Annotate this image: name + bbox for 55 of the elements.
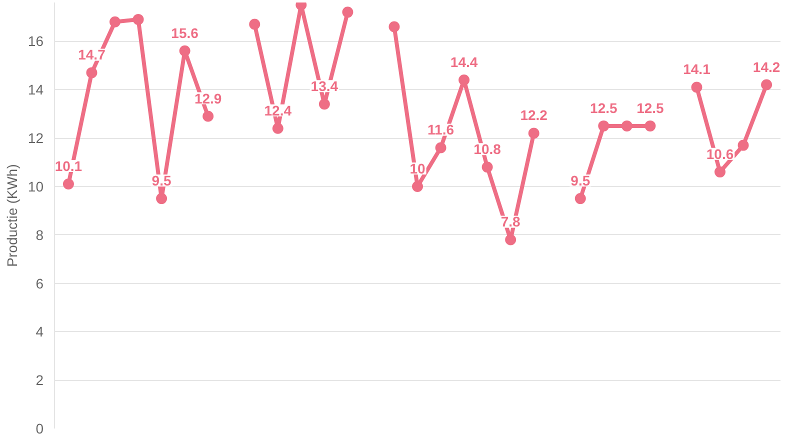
y-tick-label: 14 (28, 82, 44, 98)
point (482, 162, 493, 173)
point (62, 178, 74, 190)
point (505, 234, 516, 246)
point (110, 16, 120, 28)
y-tick-label: 4 (36, 324, 44, 340)
point (202, 110, 214, 122)
point (342, 6, 354, 18)
data-label: 10.1 (54, 158, 82, 174)
point (621, 120, 632, 132)
point (738, 140, 749, 151)
data-label: 12.2 (520, 107, 548, 124)
point (272, 122, 284, 134)
y-tick-label: 16 (28, 33, 44, 50)
data-label: 14.4 (450, 54, 478, 70)
point (574, 193, 586, 204)
data-label: 14.2 (752, 58, 780, 75)
data-label: 14.7 (78, 46, 106, 63)
point (388, 21, 400, 32)
point (458, 74, 470, 86)
y-tick-label: 10 (28, 178, 44, 194)
point (435, 142, 446, 154)
point (318, 98, 330, 110)
point (528, 128, 540, 139)
data-label: 11.6 (428, 122, 454, 138)
point (249, 18, 260, 30)
point (598, 120, 610, 132)
y-tick-label: 8 (36, 226, 44, 243)
point (714, 166, 726, 178)
y-tick-label: 2 (36, 372, 44, 388)
point (179, 45, 190, 56)
y-axis-title: Productie (KWh) (4, 164, 20, 267)
point (691, 82, 702, 93)
data-label: 12.5 (590, 100, 618, 116)
data-label: 13.4 (310, 78, 338, 94)
data-label: 12.9 (194, 90, 222, 106)
point (761, 79, 772, 90)
data-label: 9.5 (570, 172, 590, 189)
y-tick-label: 12 (28, 130, 44, 146)
point (132, 14, 144, 25)
data-label: 14.1 (683, 61, 711, 78)
point (644, 120, 656, 132)
y-tick-label: 0 (36, 420, 44, 436)
data-label: 12.4 (264, 102, 292, 118)
data-label: 10 (410, 160, 426, 176)
data-label: 12.5 (636, 100, 664, 116)
data-label: 15.6 (171, 24, 199, 41)
point (156, 193, 168, 204)
point (412, 180, 423, 192)
data-label: 7.8 (500, 214, 521, 230)
y-tick-label: 6 (36, 275, 44, 292)
data-label: 9.5 (152, 172, 172, 189)
point (86, 67, 98, 78)
data-label: 10.6 (706, 146, 734, 162)
data-label: 10.8 (474, 141, 502, 158)
